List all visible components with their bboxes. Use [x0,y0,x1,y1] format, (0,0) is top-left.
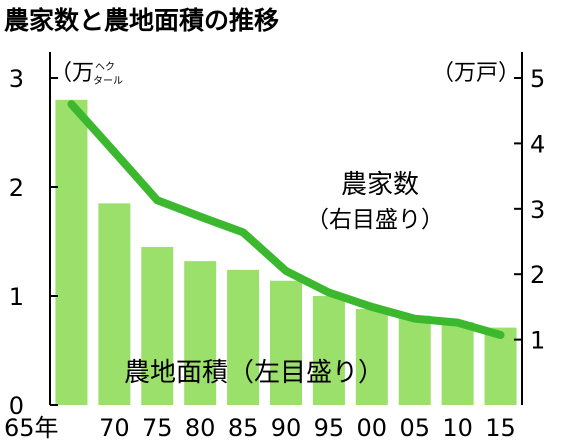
x-tick-label-10: 15 [485,414,516,442]
bar-0 [55,99,88,406]
right-tick-label-4: 5 [530,65,545,93]
bar-9 [441,322,474,405]
right-tick-label-3: 4 [530,130,545,158]
x-tick-label-1: 70 [99,414,130,442]
left-tick-label-0: 0 [9,392,24,420]
x-tick-label-9: 10 [442,414,473,442]
right-tick-label-2: 3 [530,196,545,224]
bar-2 [141,246,174,405]
left-axis-unit-small-1: ヘク [95,61,115,73]
x-tick-label-2: 75 [142,414,173,442]
bar-6 [312,296,345,405]
bar-4 [227,269,260,405]
left-axis-unit: （万 [50,61,94,86]
chart-title: 農家数と農地面積の推移 [4,6,279,35]
x-tick-label-0: 65年 [4,414,59,442]
left-tick-label-1: 1 [9,283,24,311]
right-tick-label-1: 2 [530,261,545,289]
left-axis-unit-small-2: タール [93,75,123,87]
line-series-label: 農家数 [341,170,419,200]
x-tick-label-8: 05 [399,414,430,442]
left-tick-label-2: 2 [9,174,24,202]
right-tick-label-0: 1 [530,327,545,355]
x-tick-label-4: 85 [228,414,259,442]
bar-series-label: 農地面積（左目盛り） [124,358,384,388]
line-series-sublabel: （右目盛り） [306,207,444,233]
bar-group [55,99,517,406]
line-group [67,100,505,340]
bar-10 [484,327,517,405]
bar-1 [98,203,131,405]
x-tick-label-5: 90 [271,414,302,442]
x-tick-label-7: 00 [357,414,388,442]
left-tick-label-3: 3 [9,65,24,93]
bar-7 [355,309,388,405]
axes-group [49,52,523,405]
bar-5 [270,280,302,405]
bar-3 [184,261,217,405]
right-axis-unit: （万戸） [432,61,520,86]
x-tick-label-3: 80 [185,414,216,442]
bar-8 [398,315,431,405]
x-tick-label-6: 95 [314,414,345,442]
tick-group: 0 1 2 3 1 2 3 4 5 65年 70 75 80 85 90 95 00 05 10 15 [4,65,545,442]
line-series [67,100,505,340]
